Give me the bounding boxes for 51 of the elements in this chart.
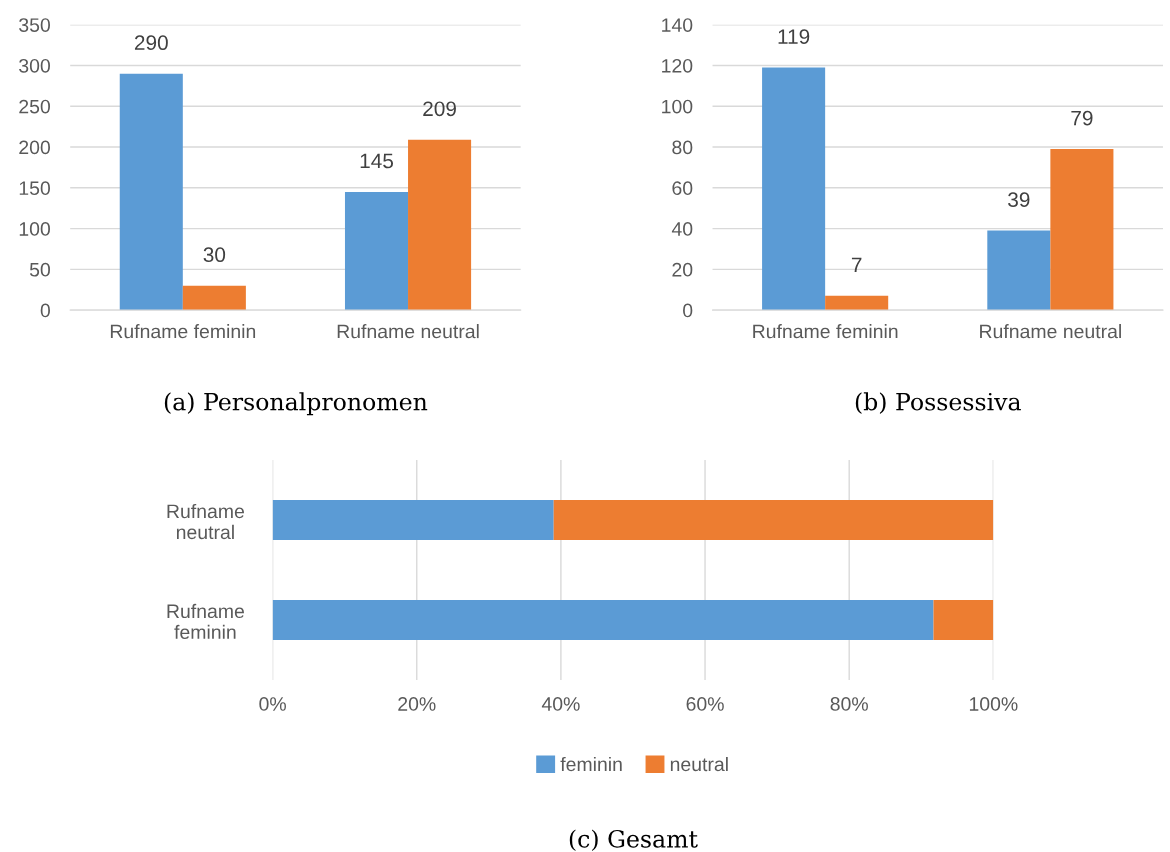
x-tick-label: 60%: [686, 697, 724, 711]
x-tick-label: 40%: [541, 697, 580, 711]
bar: [825, 295, 889, 311]
y-tick-label: 0: [683, 303, 693, 318]
bar: [762, 67, 826, 311]
bar: [987, 230, 1051, 311]
y-tick-label: 350: [19, 18, 50, 32]
y-tick-label: 150: [19, 181, 50, 196]
y-tick-label: 0: [40, 303, 50, 318]
y-tick-label: 120: [662, 58, 693, 73]
legend-label: neutral: [670, 756, 728, 772]
y-tick-label: 40: [671, 222, 693, 236]
data-label: 39: [1008, 192, 1030, 208]
bar: [408, 139, 472, 311]
text: (c) Gesamt: [569, 829, 698, 852]
y-tick-label: 250: [19, 99, 50, 114]
y-tick-label: 100: [19, 222, 50, 236]
data-label: 30: [203, 247, 226, 263]
y-tick-label: 80: [672, 140, 693, 155]
y-tick-label: 300: [19, 58, 50, 73]
bar: [553, 500, 994, 541]
y-tick-label: 100: [662, 99, 693, 114]
bar: [272, 599, 934, 640]
data-label: 79: [1071, 110, 1093, 126]
y-tick-label: 50: [29, 262, 50, 277]
x-tick-label: Rufname neutral: [980, 324, 1121, 339]
x-tick-label: 100%: [969, 697, 1018, 711]
x-tick-label: 0%: [259, 697, 286, 711]
data-label: 290: [134, 35, 168, 51]
x-tick-label: Rufname feminin: [110, 324, 256, 339]
x-tick-label: Rufname neutral: [337, 324, 479, 339]
bar: [182, 285, 246, 311]
y-tick-label: 200: [19, 140, 50, 155]
bar: [272, 500, 554, 541]
y-tick-label: 20: [672, 262, 693, 277]
legend-label: feminin: [560, 756, 622, 772]
text: (b) Possessiva: [855, 392, 1021, 414]
bar: [1050, 149, 1114, 311]
y-tick-label: 140: [662, 18, 693, 32]
x-tick-label: 20%: [398, 697, 436, 711]
x-tick-label: 80%: [830, 697, 868, 711]
bar: [119, 73, 183, 311]
text: (a) Personalpronomen: [164, 392, 428, 416]
data-label: 209: [423, 101, 456, 117]
x-tick-label: Rufname feminin: [753, 324, 898, 339]
y-tick-label: 60: [672, 181, 693, 196]
bar: [344, 191, 409, 311]
data-label: 7: [851, 257, 862, 273]
data-label: 119: [778, 29, 810, 44]
data-label: 145: [360, 153, 394, 169]
bar: [933, 599, 994, 640]
